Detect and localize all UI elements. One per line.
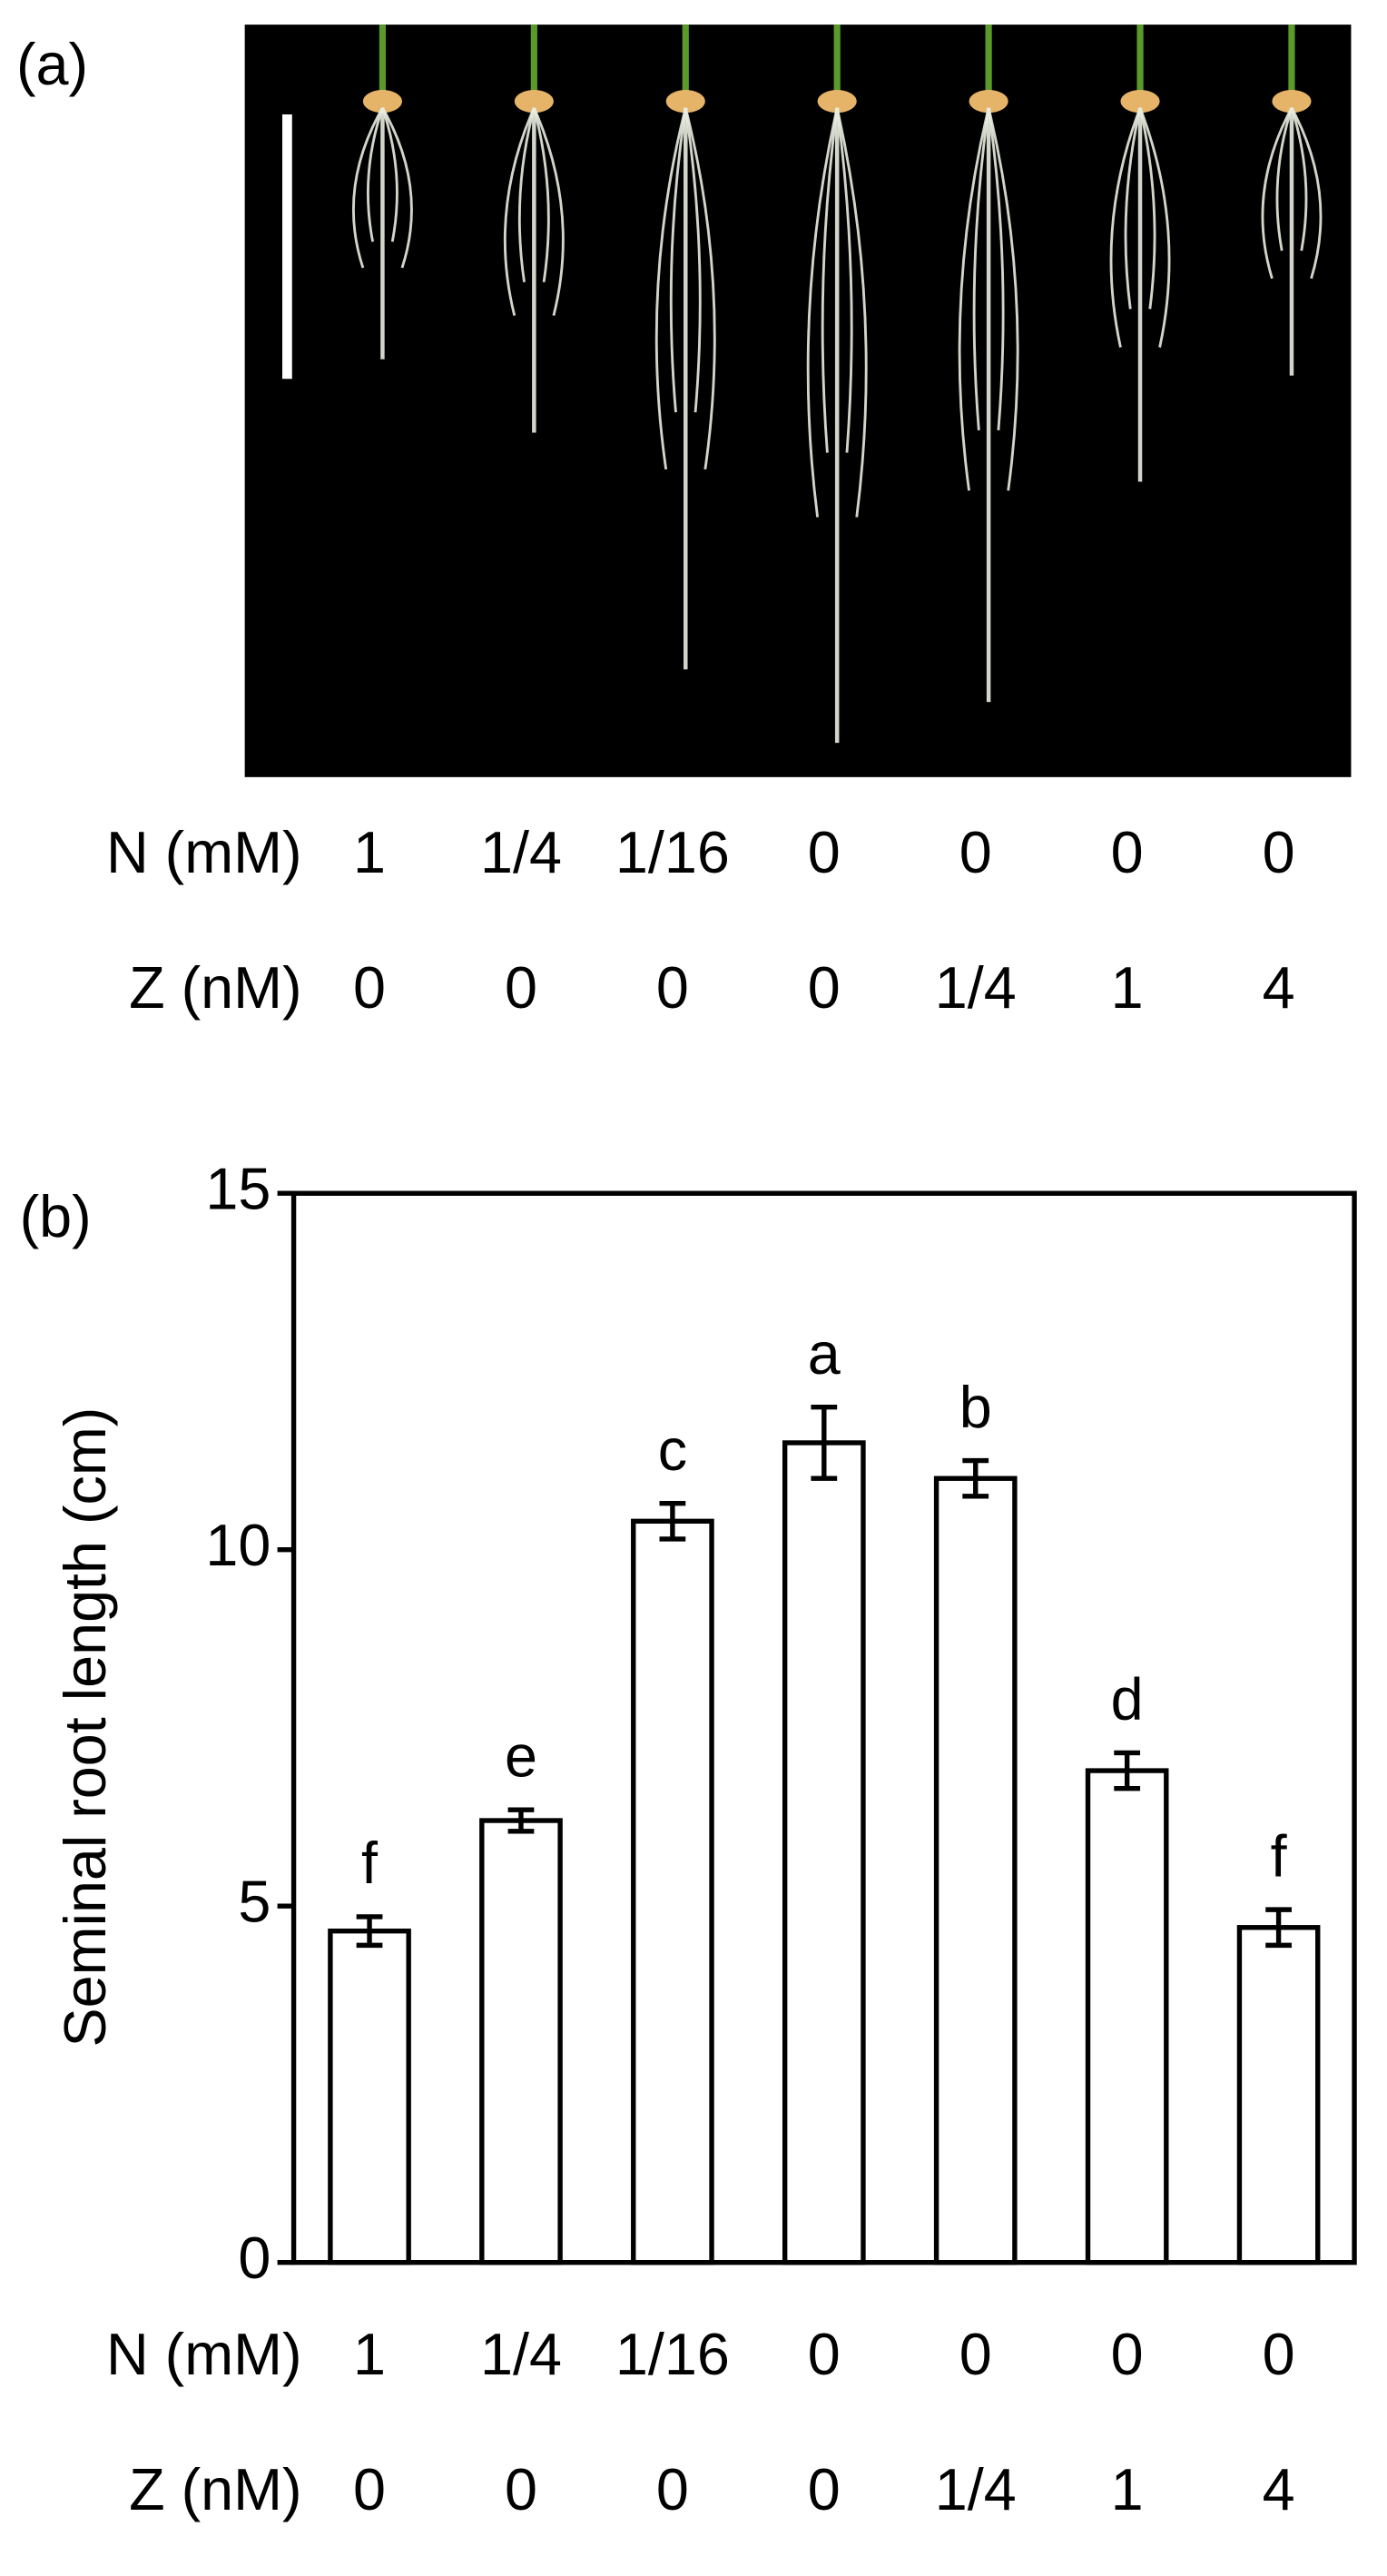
panel-label: (b) (20, 1183, 92, 1249)
annotation: e (505, 1722, 537, 1789)
y-tick-label: 10 (205, 1512, 271, 1578)
x-tick-label: 0 (1263, 2321, 1295, 2387)
root (1290, 107, 1308, 252)
seedlings (351, 25, 1323, 744)
x-tick-label: 0 (505, 2456, 537, 2522)
photo (244, 25, 1352, 777)
root (669, 107, 687, 413)
annotation: f (1271, 1822, 1288, 1889)
root (684, 107, 702, 413)
root (1124, 107, 1142, 310)
root (381, 107, 398, 242)
root (1290, 107, 1323, 280)
y-axis-label: Seminal root length (cm) (52, 1407, 118, 2048)
x-tick-label: 4 (1263, 954, 1295, 1021)
x-tick-label: 0 (959, 819, 992, 885)
root (806, 107, 839, 518)
root (1261, 107, 1294, 280)
bar (328, 1928, 411, 2265)
root (351, 107, 384, 269)
x-tick-label: 0 (1263, 819, 1295, 885)
x-tick-label: 0 (808, 954, 841, 1021)
x-tick-label: 1/4 (935, 2456, 1017, 2522)
seed (817, 90, 857, 114)
x-tick-label: 0 (808, 819, 841, 885)
x-tick-label: 1/4 (480, 819, 562, 885)
root (684, 107, 716, 470)
bar (479, 1818, 563, 2265)
seed (1120, 90, 1160, 114)
x-tick-label: 1/16 (615, 819, 730, 885)
x-tick-label: 0 (1111, 819, 1144, 885)
seed (362, 90, 402, 114)
row-title: N (mM) (106, 2321, 302, 2387)
root (654, 107, 687, 470)
seed (514, 90, 554, 114)
x-tick-label: 0 (808, 2321, 841, 2387)
x-tick-label: 0 (505, 954, 537, 1021)
y-tick-label: 0 (238, 2225, 271, 2291)
annotation: f (361, 1830, 379, 1896)
x-tick-label: 1 (353, 819, 386, 885)
root (517, 107, 536, 282)
annotation: b (959, 1374, 992, 1440)
root (821, 107, 839, 453)
root (987, 107, 1019, 491)
x-tick-label: 1/16 (615, 2321, 730, 2387)
annotation: d (1111, 1666, 1144, 1732)
x-tick-label: 1 (1111, 954, 1144, 1021)
root (972, 107, 990, 430)
bar (1085, 1768, 1169, 2265)
x-tick-label: 0 (656, 2456, 689, 2522)
bar (1236, 1925, 1321, 2265)
x-tick-label: 4 (1263, 2456, 1295, 2522)
root (1138, 107, 1171, 348)
row-title: N (mM) (106, 819, 302, 885)
root (958, 107, 990, 491)
bar (933, 1476, 1018, 2265)
panel-label: (a) (16, 31, 88, 97)
root (381, 107, 413, 269)
root (366, 107, 384, 242)
seed (665, 90, 705, 114)
root (1109, 107, 1142, 348)
row-title: Z (nM) (129, 954, 301, 1021)
bar (782, 1440, 866, 2265)
x-tick-label: 0 (656, 954, 689, 1021)
x-tick-label: 0 (353, 954, 386, 1021)
x-tick-label: 1 (1111, 2456, 1144, 2522)
bar (631, 1518, 714, 2265)
root (835, 107, 868, 518)
x-tick-label: 1/4 (480, 2321, 562, 2387)
x-tick-label: 0 (353, 2456, 386, 2522)
root (1275, 107, 1294, 252)
root (533, 107, 565, 316)
x-tick-label: 0 (808, 2456, 841, 2522)
root (1138, 107, 1156, 310)
x-tick-label: 1 (353, 2321, 386, 2387)
root (987, 107, 1005, 430)
root (503, 107, 536, 316)
x-tick-label: 0 (959, 2321, 992, 2387)
y-tick-label: 15 (205, 1155, 271, 1221)
seed (969, 90, 1008, 114)
x-tick-label: 0 (1111, 2321, 1144, 2387)
row-title: Z (nM) (129, 2456, 301, 2522)
x-tick-label: 1/4 (935, 954, 1017, 1021)
annotation: c (658, 1416, 687, 1483)
root (532, 107, 550, 282)
root (835, 107, 853, 453)
y-tick-label: 5 (238, 1868, 271, 1934)
seed (1272, 90, 1312, 114)
annotation: a (808, 1320, 841, 1387)
